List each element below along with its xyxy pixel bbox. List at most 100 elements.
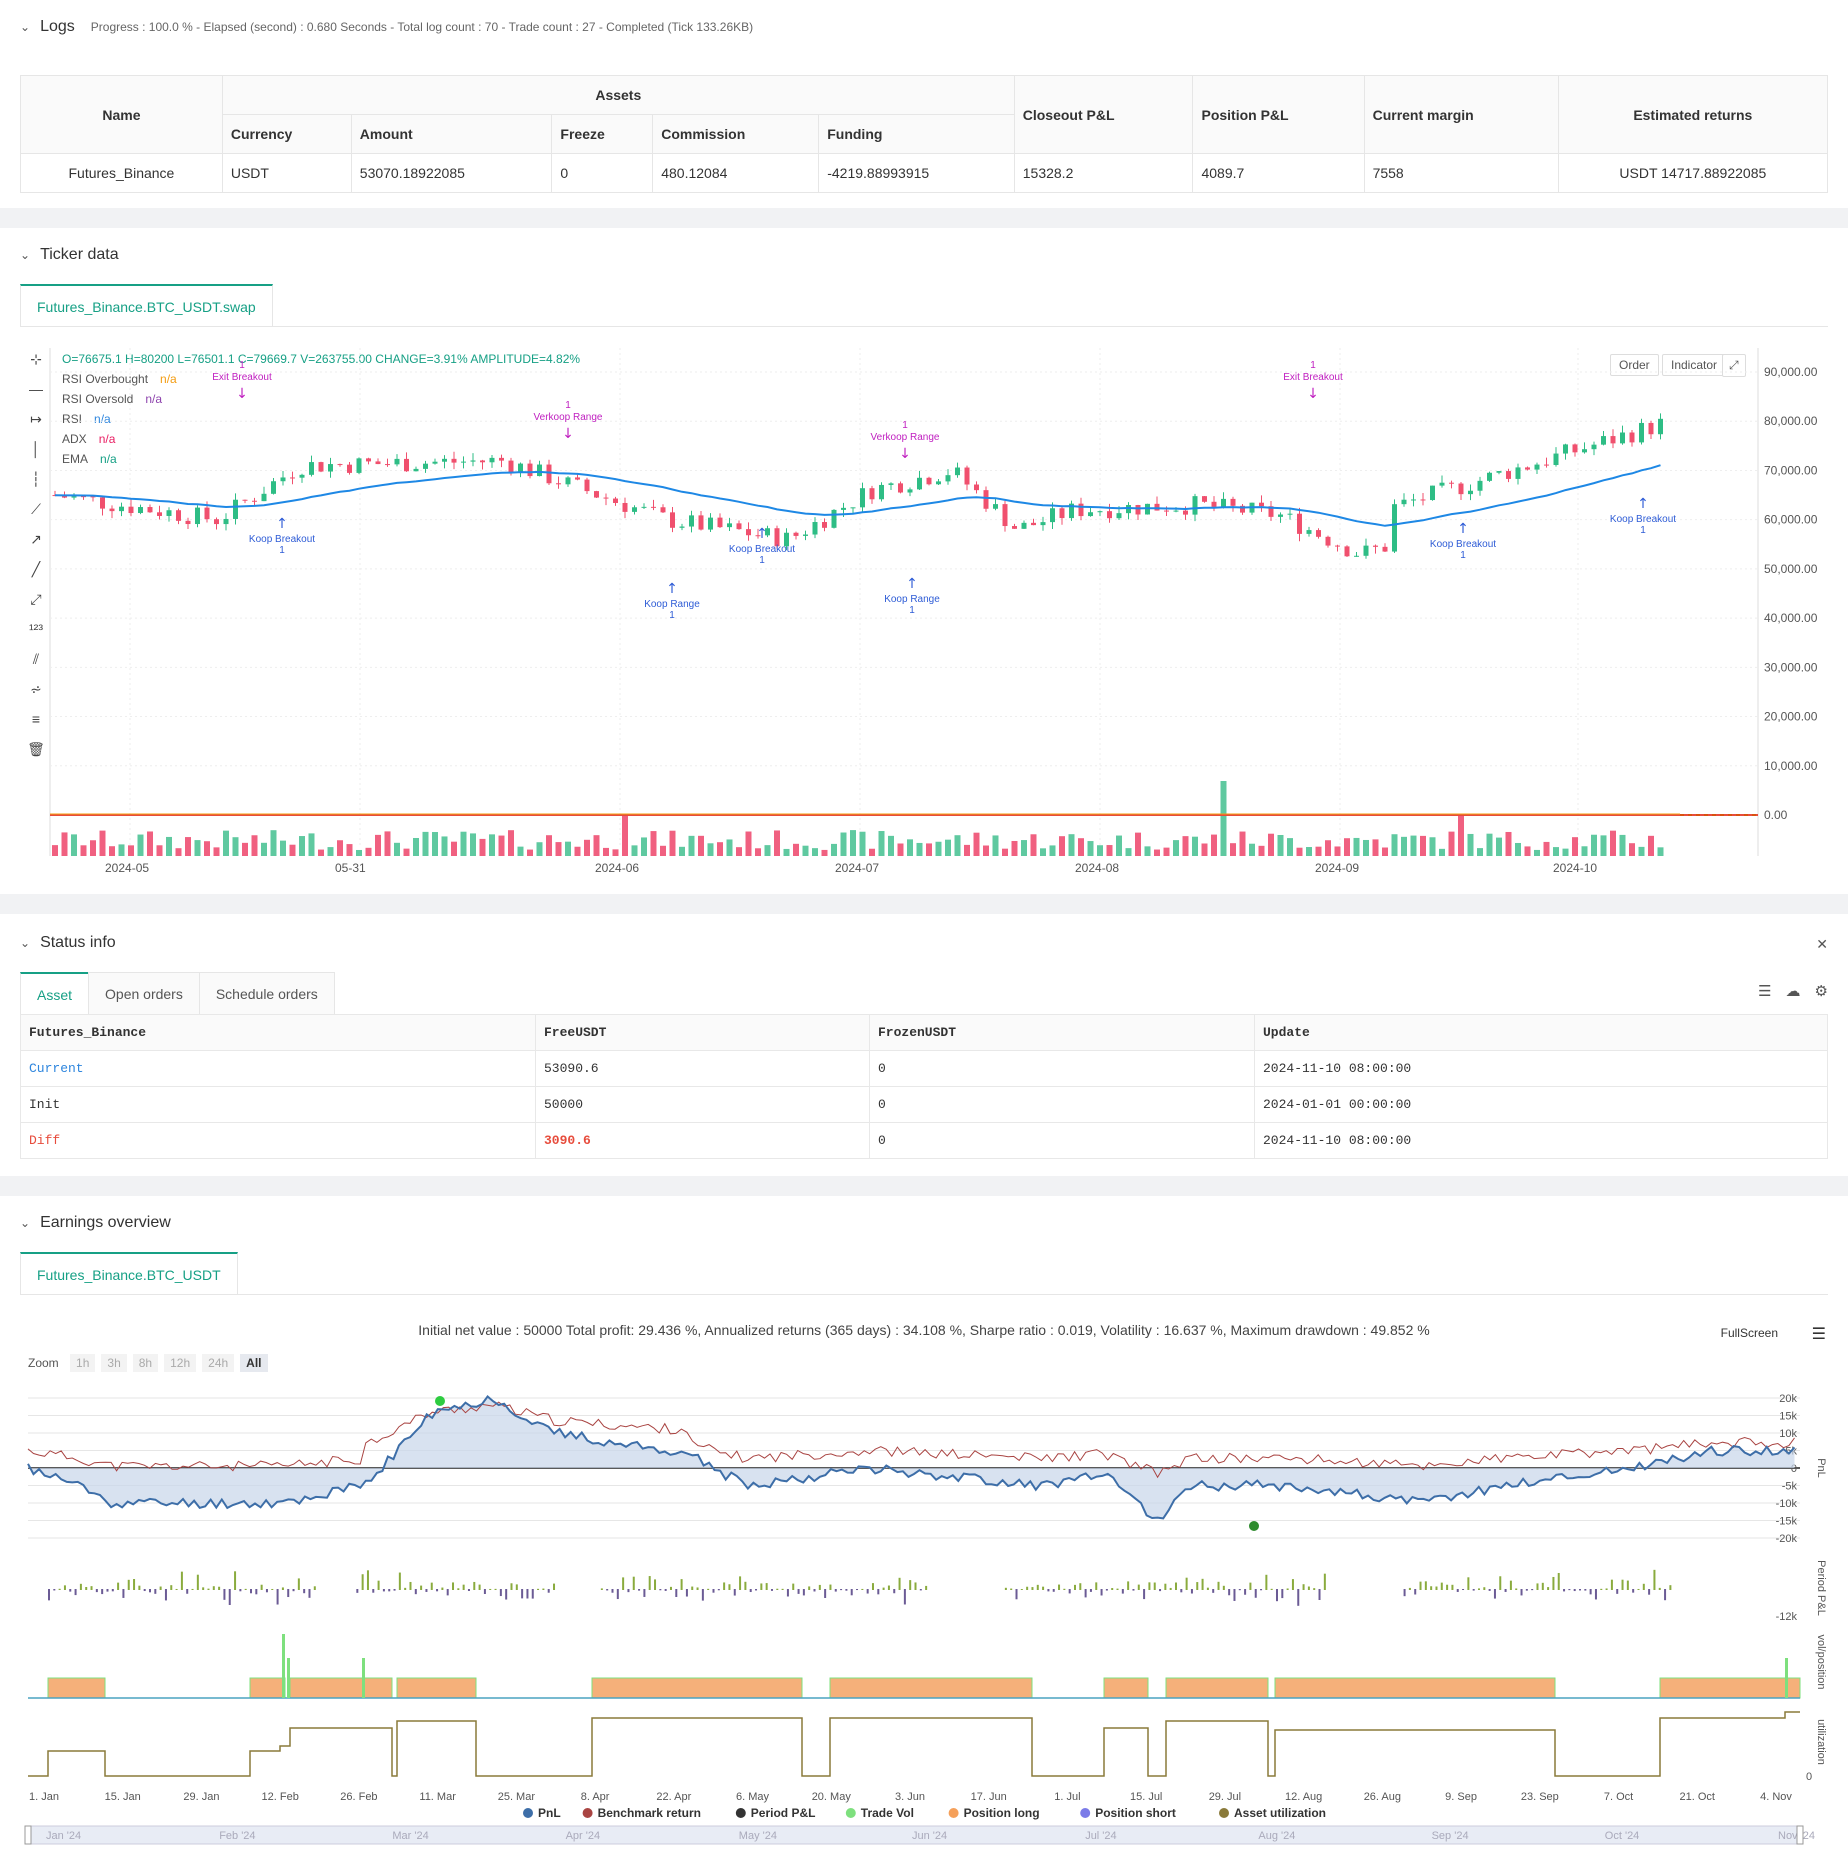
earnings-chart[interactable]: 20k15k10k5k0-5k-10k-15k-20k-12k0PnLPerio… [0,1196,1848,1875]
list-icon[interactable]: ☰ [1758,983,1772,1000]
period-pnl-bar [287,1589,290,1598]
horizontal-line-icon[interactable]: — [29,381,43,397]
vertical-segment-icon[interactable]: ┆ [31,471,41,487]
ray-line-icon[interactable]: ↗ [30,531,42,547]
volume-bar [1144,846,1151,856]
zoom-8h-button[interactable]: 8h [132,1354,159,1372]
volume-bar [916,842,923,856]
volume-bar [1239,831,1246,856]
candle-body [660,507,666,513]
volume-bar [1220,781,1227,856]
volume-bar [992,835,999,856]
period-pnl-bar [707,1588,710,1590]
segment-icon[interactable]: ╱ [31,561,41,577]
period-pnl-bar [356,1589,359,1593]
candle-body [100,497,105,509]
candle-body [271,481,276,494]
period-pnl-bar [887,1585,890,1590]
navigator-label: Apr '24 [566,1830,601,1842]
annotation-label: Verkoop Range [871,432,940,443]
volume-bar [213,847,220,856]
menu-icon[interactable]: ☰ [1811,1326,1826,1343]
volume-bar [1040,848,1046,856]
position-long-block [1165,1677,1269,1699]
zoom-1h-button[interactable]: 1h [70,1354,96,1372]
tab-asset[interactable]: Asset [20,972,90,1014]
volume-bar [232,837,239,856]
fullscreen-button[interactable]: FullScreen [1720,1326,1778,1340]
volume-bar [1163,847,1170,856]
price-label-icon[interactable]: ¹²³ [29,621,43,637]
gear-icon[interactable]: ⚙ [1814,983,1828,1000]
volume-bar [584,839,590,856]
period-pnl-bar [701,1589,704,1601]
period-pnl-bar [840,1589,843,1591]
volume-bar [1524,846,1531,856]
x-tick-label: 05-31 [335,861,366,875]
volume-bar [508,830,514,856]
expand-icon[interactable]: ⤢ [1722,354,1746,377]
logs-header[interactable]: ⌄ Logs Progress : 100.0 % - Elapsed (sec… [20,18,753,36]
candle-body [185,520,191,525]
period-pnl-bar [526,1589,529,1599]
volume-bar [90,840,96,856]
candle-body [746,529,751,536]
period-pnl-bar [521,1589,524,1599]
candlestick-chart[interactable]: 90,000.00 80,000.00 70,000.00 60,000.00 50,0… [0,228,1848,894]
indicator-button[interactable]: Indicator [1662,354,1727,376]
candle-body [841,507,846,510]
period-pnl-bar [1254,1589,1257,1598]
zoom-12h-button[interactable]: 12h [164,1354,197,1372]
volume-bar [1363,839,1369,856]
fib-icon[interactable]: ⩫ [30,681,42,697]
ticker-header[interactable]: ⌄ Ticker data [20,246,119,264]
tab-open-orders[interactable]: Open orders [88,972,200,1014]
volume-bar [783,848,790,856]
period-pnl-bar [122,1589,125,1598]
volume-bar [1657,847,1664,856]
period-pnl-bar [1275,1589,1278,1602]
period-pnl-bar [58,1588,61,1590]
tab-btc-usdt[interactable]: Futures_Binance.BTC_USDT [20,1252,238,1294]
period-pnl-bar [196,1574,199,1590]
period-pnl-bar [675,1589,678,1597]
period-pnl-bar [239,1589,242,1592]
trash-icon[interactable]: 🗑 [27,741,45,757]
zoom-3h-button[interactable]: 3h [101,1354,127,1372]
cloud-download-icon[interactable]: ☁ [1785,983,1801,1000]
volume-bar [1391,834,1398,856]
zoom-24h-button[interactable]: 24h [202,1354,235,1372]
period-pnl-bar [797,1589,800,1594]
period-pnl-bar [1174,1582,1177,1590]
navigator-label: Feb '24 [219,1830,255,1842]
period-pnl-bar [850,1589,853,1596]
legend-item: EMA n/a [62,452,117,466]
parallel-channel-icon[interactable]: ⫽ [32,651,40,667]
period-pnl-bar [1291,1579,1294,1590]
zoom-All-button[interactable]: All [240,1354,268,1372]
x-tick-label: 2024-06 [595,861,639,875]
candle-body [1325,536,1331,546]
earnings-header[interactable]: ⌄ Earnings overview [20,1214,171,1232]
tab-schedule-orders[interactable]: Schedule orders [198,972,335,1014]
vertical-line-icon[interactable]: │ [31,441,41,457]
period-pnl-bar [919,1589,922,1591]
tab-btc-swap[interactable]: Futures_Binance.BTC_USDT.swap [20,284,273,326]
volume-bar [1068,834,1075,856]
crosshair-icon[interactable]: ⊹ [30,351,42,367]
fib-lines-icon[interactable]: ≡ [31,711,41,727]
period-pnl-bar [175,1588,178,1590]
order-button[interactable]: Order [1610,354,1659,376]
x-tick-label: 26. Feb [340,1791,377,1803]
horizontal-ray-icon[interactable]: ↦ [30,411,42,427]
collapse-icon[interactable]: ✕ [1816,936,1828,952]
status-header[interactable]: ⌄ Status info [20,934,116,952]
price-line-icon[interactable]: ⤢ [30,591,42,607]
candle-body [641,506,647,508]
volume-bar [479,838,486,856]
trend-line-icon[interactable]: ⟋ [31,501,41,517]
volume-bar [346,844,353,856]
x-tick-label: 25. Mar [498,1791,536,1803]
candle-body [461,461,466,463]
volume-bar [926,843,932,856]
